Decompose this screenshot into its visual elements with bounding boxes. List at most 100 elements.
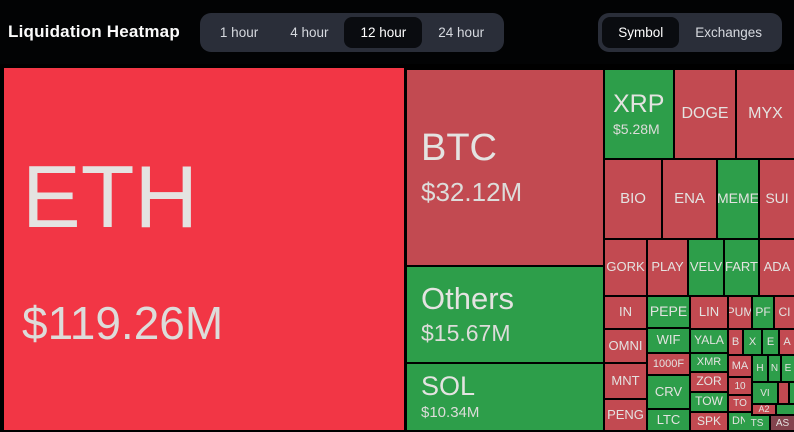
treemap-cell-in[interactable]: IN <box>605 297 646 328</box>
time-range-24-hour[interactable]: 24 hour <box>422 17 500 48</box>
treemap-cell-velv[interactable]: VELV <box>689 240 723 295</box>
cell-symbol: DN <box>732 415 748 428</box>
treemap-cell-unlabeled[interactable] <box>779 383 788 403</box>
cell-symbol: LIN <box>698 304 720 320</box>
treemap-cell-ltc[interactable]: LTC <box>648 410 689 430</box>
treemap-cell-play[interactable]: PLAY <box>648 240 687 295</box>
treemap-cell-pum[interactable]: PUM <box>729 297 751 328</box>
cell-symbol: A2 <box>758 405 770 414</box>
treemap-cell-bio[interactable]: BIO <box>605 160 661 238</box>
cell-symbol: A <box>783 335 791 348</box>
cell-symbol: BTC <box>421 127 497 170</box>
treemap-cell-pepe[interactable]: PEPE <box>648 297 689 327</box>
treemap-cell-crv[interactable]: CRV <box>648 376 689 408</box>
cell-symbol: FART <box>725 259 758 275</box>
cell-symbol: DOGE <box>681 105 729 123</box>
cell-symbol: AS <box>775 417 790 429</box>
treemap-cell-xmr[interactable]: XMR <box>691 354 727 371</box>
treemap-cell-xrp[interactable]: XRP $5.28M <box>605 70 673 158</box>
cell-symbol: CRV <box>654 383 683 399</box>
cell-symbol: H <box>756 363 764 374</box>
treemap-cell-n[interactable]: N <box>769 356 780 381</box>
topbar: Liquidation Heatmap 1 hour 4 hour 12 hou… <box>0 0 794 64</box>
cell-value: $15.67M <box>421 320 511 347</box>
treemap-cell-10[interactable]: 10 <box>729 378 751 394</box>
view-toggle-symbol[interactable]: Symbol <box>602 16 680 48</box>
cell-value: $119.26M <box>22 297 224 350</box>
cell-symbol: SUI <box>765 190 789 207</box>
time-range-12-hour[interactable]: 12 hour <box>344 16 423 48</box>
treemap-cell-zor[interactable]: ZOR <box>691 373 727 391</box>
treemap-cell-unlabeled[interactable] <box>777 405 794 414</box>
cell-symbol: N <box>770 363 779 374</box>
treemap-cell-b[interactable]: B <box>729 330 742 354</box>
treemap-cell-eth[interactable]: ETH $119.26M <box>4 68 404 430</box>
cell-symbol: YALA <box>694 333 724 348</box>
liquidation-treemap: ETH $119.26M BTC $32.12M Others $15.67M SOL $10… <box>0 64 794 432</box>
cell-symbol: PF <box>755 304 771 319</box>
treemap-cell-ts[interactable]: TS <box>745 416 769 430</box>
treemap-cell-mnt[interactable]: MNT <box>605 364 646 398</box>
treemap-cell-a2[interactable]: A2 <box>753 405 775 414</box>
treemap-cell-ena[interactable]: ENA <box>663 160 716 238</box>
time-range-1-hour[interactable]: 1 hour <box>204 17 274 48</box>
cell-symbol: VELV <box>689 259 723 275</box>
cell-symbol: ADA <box>763 259 791 275</box>
cell-symbol: TO <box>733 398 747 409</box>
treemap-cell-x[interactable]: X <box>744 330 761 354</box>
cell-symbol: SPK <box>696 413 721 428</box>
treemap-cell-tow[interactable]: TOW <box>691 393 727 411</box>
cell-symbol: E <box>766 335 775 348</box>
cell-symbol: SOL <box>421 371 476 402</box>
cell-symbol: PENG <box>607 406 644 422</box>
treemap-cell-e[interactable]: E <box>782 356 794 381</box>
treemap-cell-doge[interactable]: DOGE <box>675 70 735 158</box>
cell-value: $5.28M <box>613 120 660 137</box>
treemap-cell-1000f[interactable]: 1000F <box>648 354 689 374</box>
treemap-cell-e[interactable]: E <box>763 330 778 354</box>
cell-symbol: MYX <box>748 105 783 123</box>
cell-value: $10.34M <box>421 404 480 422</box>
cell-symbol: PEPE <box>649 303 688 320</box>
cell-symbol: PLAY <box>651 259 684 275</box>
treemap-cell-unlabeled[interactable] <box>790 383 794 403</box>
treemap-cell-omni[interactable]: OMNI <box>605 330 646 362</box>
treemap-cell-lin[interactable]: LIN <box>691 297 727 328</box>
view-toggle-exchanges[interactable]: Exchanges <box>679 17 778 48</box>
treemap-cell-ci[interactable]: CI <box>775 297 794 328</box>
cell-symbol: B <box>731 335 740 348</box>
treemap-cell-yala[interactable]: YALA <box>691 330 727 352</box>
time-range-4-hour[interactable]: 4 hour <box>274 17 344 48</box>
treemap-cell-spk[interactable]: SPK <box>691 413 727 430</box>
treemap-cell-h[interactable]: H <box>753 356 767 381</box>
treemap-cell-pf[interactable]: PF <box>753 297 773 328</box>
treemap-cell-meme[interactable]: MEME <box>718 160 758 238</box>
treemap-cell-a[interactable]: A <box>780 330 794 354</box>
cell-symbol: MEME <box>718 190 758 207</box>
treemap-cell-sui[interactable]: SUI <box>760 160 794 238</box>
treemap-cell-as[interactable]: AS <box>771 416 794 430</box>
cell-symbol: VI <box>760 387 770 399</box>
cell-symbol: 10 <box>734 380 746 392</box>
treemap-cell-ada[interactable]: ADA <box>760 240 794 295</box>
treemap-cell-ma[interactable]: MA <box>729 356 751 376</box>
cell-value: $32.12M <box>421 177 523 208</box>
cell-symbol: Others <box>421 281 515 317</box>
cell-symbol: PUM <box>729 304 751 319</box>
cell-symbol: E <box>784 363 792 374</box>
cell-symbol: MA <box>731 359 749 372</box>
treemap-cell-gork[interactable]: GORK <box>605 240 646 295</box>
treemap-cell-wif[interactable]: WIF <box>648 329 689 352</box>
treemap-cell-vi[interactable]: VI <box>753 383 777 403</box>
cell-symbol: WIF <box>656 332 681 348</box>
cell-symbol: GORK <box>606 259 645 275</box>
treemap-cell-sol[interactable]: SOL $10.34M <box>407 364 603 430</box>
treemap-cell-btc[interactable]: BTC $32.12M <box>407 70 603 265</box>
cell-symbol: TOW <box>695 394 723 409</box>
treemap-cell-myx[interactable]: MYX <box>737 70 794 158</box>
treemap-cell-to[interactable]: TO <box>729 396 751 411</box>
treemap-cell-others[interactable]: Others $15.67M <box>407 267 603 362</box>
treemap-cell-peng[interactable]: PENG <box>605 400 646 430</box>
treemap-cell-fart[interactable]: FART <box>725 240 758 295</box>
cell-symbol: ENA <box>674 189 705 207</box>
